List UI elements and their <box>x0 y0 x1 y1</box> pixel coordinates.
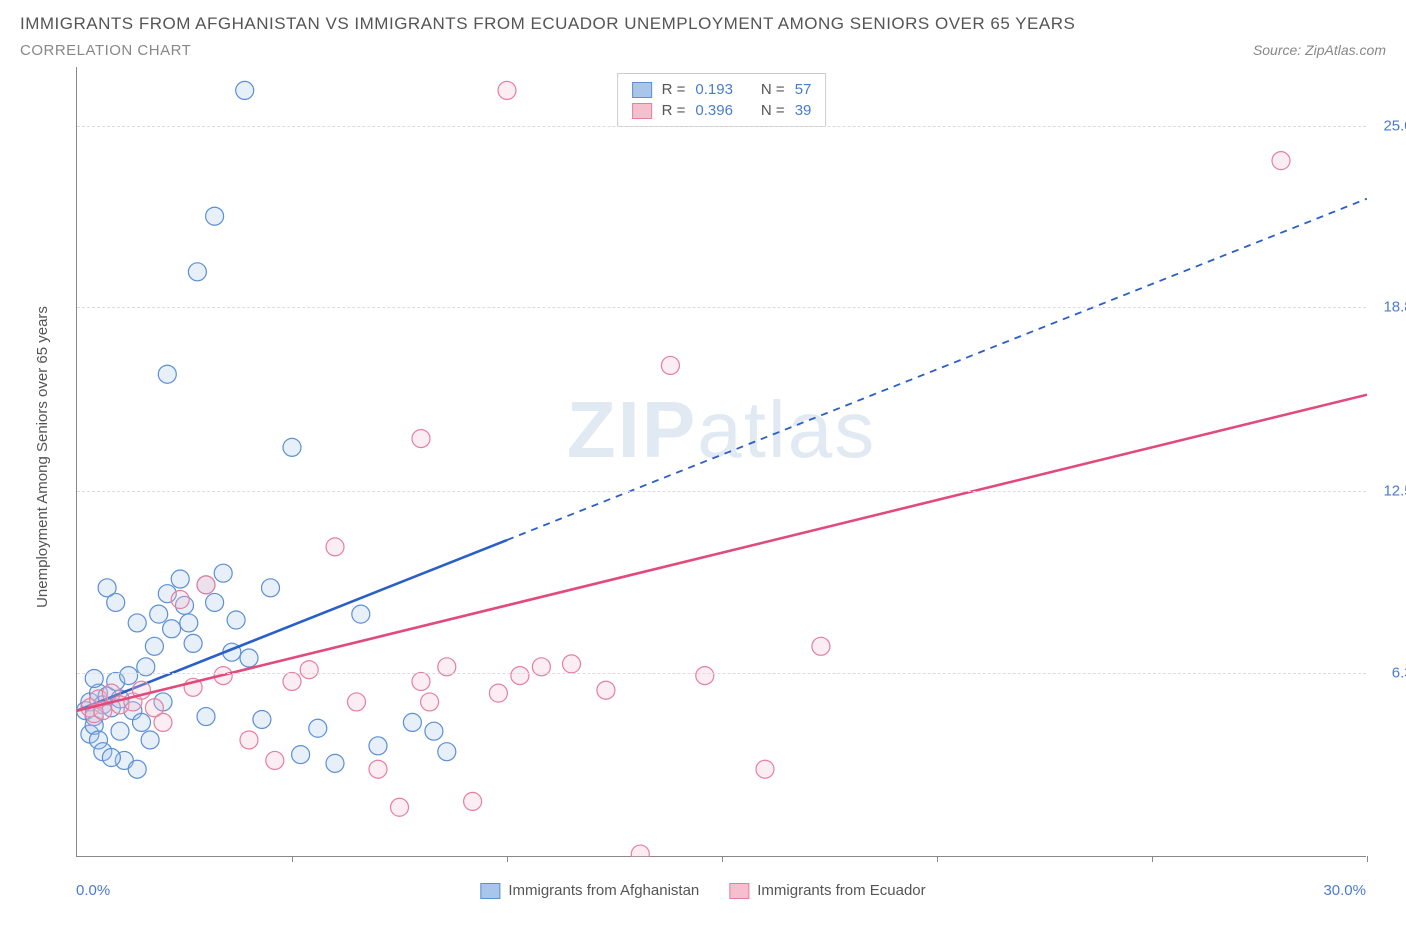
trend-line-dashed <box>507 199 1367 540</box>
subtitle-row: CORRELATION CHART Source: ZipAtlas.com <box>20 42 1386 59</box>
scatter-point <box>180 614 198 632</box>
scatter-point <box>283 438 301 456</box>
scatter-point <box>236 81 254 99</box>
x-tick <box>507 856 508 862</box>
scatter-point <box>102 749 120 767</box>
scatter-point <box>812 637 830 655</box>
scatter-point <box>150 605 168 623</box>
scatter-point <box>661 356 679 374</box>
scatter-point <box>158 365 176 383</box>
scatter-point <box>240 731 258 749</box>
scatter-point <box>412 430 430 448</box>
scatter-point <box>283 672 301 690</box>
scatter-point <box>107 593 125 611</box>
legend-item-1: Immigrants from Ecuador <box>729 882 925 899</box>
scatter-point <box>128 760 146 778</box>
x-tick <box>1152 856 1153 862</box>
scatter-point <box>145 637 163 655</box>
legend-label-1: Immigrants from Ecuador <box>757 882 925 899</box>
scatter-point <box>206 593 224 611</box>
scatter-point <box>128 614 146 632</box>
gridline-h <box>77 307 1366 308</box>
scatter-point <box>511 667 529 685</box>
scatter-point <box>227 611 245 629</box>
source-name: ZipAtlas.com <box>1305 42 1386 58</box>
y-axis-title: Unemployment Among Seniors over 65 years <box>34 306 51 608</box>
chart-area: Unemployment Among Seniors over 65 years… <box>20 67 1386 907</box>
scatter-point <box>563 655 581 673</box>
scatter-point <box>206 207 224 225</box>
scatter-point <box>326 538 344 556</box>
scatter-point <box>438 743 456 761</box>
scatter-point <box>696 667 714 685</box>
scatter-point <box>756 760 774 778</box>
scatter-point <box>489 684 507 702</box>
chart-title: IMMIGRANTS FROM AFGHANISTAN VS IMMIGRANT… <box>20 14 1386 34</box>
x-axis-min-label: 0.0% <box>76 882 110 899</box>
scatter-point <box>309 719 327 737</box>
x-tick <box>937 856 938 862</box>
x-axis-max-label: 30.0% <box>1323 882 1366 899</box>
y-tick-label: 12.5% <box>1371 483 1406 500</box>
scatter-point <box>352 605 370 623</box>
scatter-point <box>240 649 258 667</box>
scatter-point <box>425 722 443 740</box>
gridline-h <box>77 673 1366 674</box>
scatter-point <box>597 681 615 699</box>
scatter-point <box>197 708 215 726</box>
scatter-point <box>133 713 151 731</box>
gridline-h <box>77 491 1366 492</box>
scatter-point <box>631 845 649 857</box>
plot-region: ZIPatlas R = 0.193 N = 57 R = 0.396 N = … <box>76 67 1366 857</box>
series-legend: Immigrants from Afghanistan Immigrants f… <box>480 882 925 899</box>
scatter-point <box>369 737 387 755</box>
legend-label-0: Immigrants from Afghanistan <box>508 882 699 899</box>
scatter-point <box>403 713 421 731</box>
scatter-point <box>391 798 409 816</box>
source-label: Source: <box>1253 42 1301 58</box>
legend-item-0: Immigrants from Afghanistan <box>480 882 699 899</box>
scatter-point <box>184 634 202 652</box>
legend-swatch-1 <box>729 883 749 899</box>
scatter-point <box>421 693 439 711</box>
scatter-point <box>369 760 387 778</box>
scatter-point <box>154 713 172 731</box>
gridline-h <box>77 126 1366 127</box>
scatter-point <box>1272 152 1290 170</box>
trend-line-solid <box>77 395 1367 711</box>
source-citation: Source: ZipAtlas.com <box>1253 42 1386 58</box>
scatter-point <box>188 263 206 281</box>
scatter-point <box>163 620 181 638</box>
scatter-svg <box>77 67 1367 857</box>
scatter-point <box>300 661 318 679</box>
scatter-point <box>348 693 366 711</box>
scatter-point <box>498 81 516 99</box>
scatter-point <box>141 731 159 749</box>
scatter-point <box>197 576 215 594</box>
x-tick <box>292 856 293 862</box>
scatter-point <box>214 564 232 582</box>
scatter-point <box>120 667 138 685</box>
y-tick-label: 18.8% <box>1371 298 1406 315</box>
scatter-point <box>464 792 482 810</box>
scatter-point <box>292 746 310 764</box>
scatter-point <box>326 754 344 772</box>
scatter-point <box>412 672 430 690</box>
scatter-point <box>266 751 284 769</box>
x-tick <box>1367 856 1368 862</box>
scatter-point <box>171 570 189 588</box>
x-tick <box>722 856 723 862</box>
y-tick-label: 25.0% <box>1371 117 1406 134</box>
scatter-point <box>253 710 271 728</box>
scatter-point <box>171 591 189 609</box>
chart-subtitle: CORRELATION CHART <box>20 42 191 59</box>
y-tick-label: 6.3% <box>1371 664 1406 681</box>
scatter-point <box>111 722 129 740</box>
legend-swatch-0 <box>480 883 500 899</box>
scatter-point <box>262 579 280 597</box>
